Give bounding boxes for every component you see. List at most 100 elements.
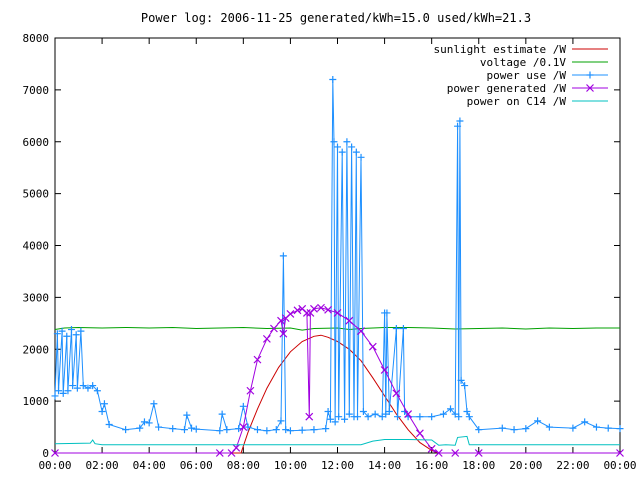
data-point	[545, 423, 553, 431]
x-tick-label: 00:00	[603, 459, 636, 472]
data-point	[324, 305, 333, 314]
data-point	[58, 327, 66, 335]
data-point	[352, 148, 360, 156]
data-point	[343, 138, 351, 146]
legend-label: voltage /0.1V	[480, 56, 566, 69]
data-point	[326, 415, 334, 423]
data-point	[324, 408, 332, 415]
legend-marker	[586, 84, 594, 92]
data-point	[270, 324, 278, 333]
data-point	[98, 408, 106, 415]
legend-label: sunlight estimate /W	[434, 43, 567, 56]
data-point	[465, 413, 473, 421]
y-tick-label: 7000	[23, 84, 50, 97]
data-point	[428, 413, 436, 421]
data-point	[279, 329, 288, 338]
data-point	[277, 316, 285, 325]
data-point	[216, 427, 224, 435]
x-tick-label: 04:00	[133, 459, 166, 472]
data-point	[475, 426, 483, 434]
data-point	[463, 408, 471, 415]
data-point	[434, 449, 443, 457]
data-point	[67, 326, 75, 334]
data-point	[447, 405, 454, 413]
legend-marker	[586, 71, 594, 79]
y-tick-label: 0	[42, 447, 49, 460]
data-point	[63, 332, 71, 340]
data-point	[331, 418, 339, 426]
data-point	[188, 424, 196, 432]
chart-title: Power log: 2006-11-25 generated/kWh=15.0…	[141, 11, 531, 25]
legend-label: power use /W	[487, 69, 567, 82]
data-point	[282, 426, 290, 434]
x-tick-label: 20:00	[509, 459, 542, 472]
data-point	[53, 330, 61, 338]
data-point	[385, 408, 393, 415]
data-point	[456, 117, 464, 125]
x-axis: 00:00 02:00 04:00 06:00 08:00 10:00 12:00 14:00…	[38, 38, 637, 472]
y-tick-label: 2000	[23, 343, 50, 356]
x-tick-label: 02:00	[86, 459, 119, 472]
data-point	[371, 410, 379, 418]
data-point	[122, 426, 130, 434]
data-point	[451, 449, 460, 457]
x-tick-label: 08:00	[227, 459, 260, 472]
y-tick-label: 6000	[23, 136, 50, 149]
data-point	[581, 418, 589, 426]
data-point	[345, 316, 354, 325]
data-point	[616, 449, 624, 457]
data-point	[474, 449, 483, 457]
data-point	[279, 252, 287, 260]
y-axis: 0 1000 2000 3000 4000 5000 6000 7000 8000	[23, 32, 620, 460]
y-tick-label: 4000	[23, 240, 50, 253]
data-point	[79, 382, 87, 390]
data-point	[286, 427, 294, 435]
data-point	[293, 306, 302, 315]
data-point	[298, 426, 306, 434]
data-point	[394, 413, 402, 421]
x-tick-label: 00:00	[38, 459, 71, 472]
y-tick-label: 1000	[23, 395, 50, 408]
data-point	[277, 417, 285, 425]
data-point	[522, 425, 530, 433]
series-4	[54, 435, 620, 446]
data-point	[454, 122, 462, 130]
series-2	[51, 76, 624, 435]
data-point	[272, 426, 280, 434]
data-point	[338, 148, 346, 156]
data-point	[461, 382, 469, 390]
data-point	[341, 415, 349, 423]
data-point	[51, 392, 59, 400]
data-point	[155, 423, 163, 431]
data-point	[427, 444, 436, 453]
x-tick-label: 16:00	[415, 459, 448, 472]
data-point	[105, 420, 113, 428]
data-point	[310, 304, 318, 313]
data-point	[218, 410, 226, 418]
data-point	[383, 309, 391, 317]
data-point	[263, 427, 271, 435]
data-point	[305, 412, 314, 421]
data-point	[246, 386, 255, 395]
data-point	[136, 424, 144, 432]
y-tick-label: 3000	[23, 291, 50, 304]
data-point	[378, 413, 386, 421]
data-point	[334, 143, 341, 151]
data-point	[64, 387, 72, 395]
data-point	[357, 153, 365, 161]
y-tick-label: 5000	[23, 188, 50, 201]
data-point	[244, 423, 252, 431]
data-point	[69, 382, 77, 390]
data-point	[317, 303, 325, 312]
series-line	[54, 435, 620, 446]
series-line	[55, 307, 620, 454]
data-point	[59, 389, 67, 397]
data-point	[330, 138, 338, 146]
data-point	[616, 425, 624, 433]
data-point	[392, 325, 400, 332]
data-point	[439, 410, 447, 418]
data-point	[345, 410, 353, 418]
data-point	[239, 423, 248, 431]
